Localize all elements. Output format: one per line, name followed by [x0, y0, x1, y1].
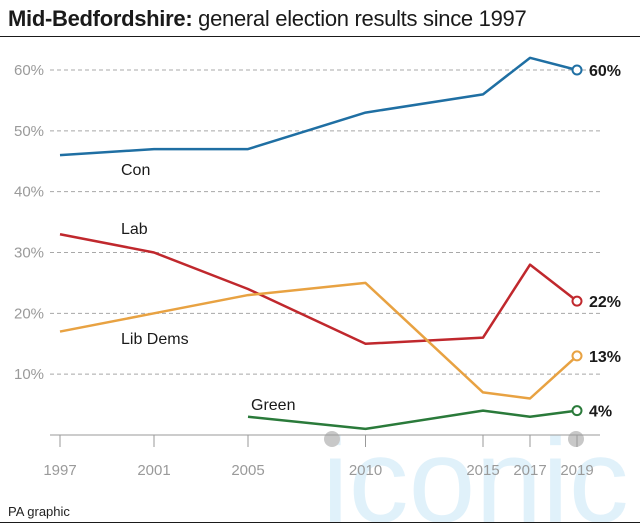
- x-tick-label: 2017: [513, 462, 546, 479]
- chart-title: Mid-Bedfordshire: general election resul…: [8, 4, 527, 34]
- end-label-lab: 22%: [589, 294, 621, 311]
- y-tick-label: 30%: [14, 245, 44, 262]
- bottom-rule: [0, 522, 640, 523]
- series-lines: [59, 56, 583, 431]
- series-label-green: Green: [251, 397, 295, 414]
- top-rule: [0, 36, 640, 37]
- series-label-lab: Lab: [121, 221, 148, 238]
- y-tick-label: 60%: [14, 62, 44, 79]
- chart-title-rest: general election results since 1997: [192, 6, 527, 31]
- gridlines: 10% 20% 30% 40% 50% 60%: [14, 62, 600, 383]
- chart-title-bold: Mid-Bedfordshire:: [8, 6, 193, 31]
- x-tick-label: 2001: [137, 462, 170, 479]
- source-credit: PA graphic: [8, 504, 70, 519]
- x-tick-label: 2005: [231, 462, 264, 479]
- series-line-lib-dems: [59, 281, 578, 400]
- labels: 60% Con 22% Lab 13% Lib Dems 4% Green: [121, 63, 621, 421]
- y-tick-label: 50%: [14, 123, 44, 140]
- end-label-green: 4%: [589, 404, 612, 421]
- watermark: iconic: [322, 414, 629, 528]
- x-tick-label: 2019: [560, 462, 593, 479]
- y-tick-label: 40%: [14, 184, 44, 201]
- series-line-green: [247, 409, 578, 431]
- x-axis: 1997 2001 2005 2010 2015 2017 2019: [43, 434, 600, 479]
- endpoint-marker-lib-dems: [571, 350, 583, 362]
- watermark-dot-left: [324, 431, 340, 447]
- end-label-lib-dems: 13%: [589, 349, 621, 366]
- x-tick-label: 2015: [466, 462, 499, 479]
- x-tick-label: 1997: [43, 462, 76, 479]
- x-tick-label: 2010: [349, 462, 382, 479]
- series-label-lib-dems: Lib Dems: [121, 331, 189, 348]
- y-tick-label: 20%: [14, 305, 44, 322]
- series-line-lab: [59, 233, 578, 345]
- series-line-con: [59, 56, 578, 157]
- watermark-dot-right: [568, 431, 584, 447]
- endpoint-marker-lab: [571, 295, 583, 307]
- endpoint-marker-green: [571, 405, 583, 417]
- endpoint-marker-con: [571, 64, 583, 76]
- end-label-con: 60%: [589, 63, 621, 80]
- series-label-con: Con: [121, 162, 150, 179]
- y-tick-label: 10%: [14, 366, 44, 383]
